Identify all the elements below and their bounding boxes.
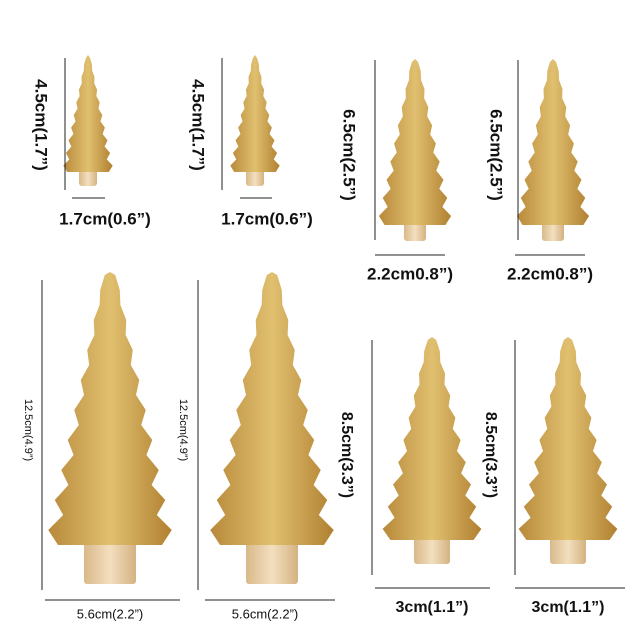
tree-base bbox=[246, 541, 298, 584]
width-label: 2.2cm0.8”) bbox=[367, 264, 453, 283]
tree bbox=[230, 55, 280, 172]
height-label: 8.5cm(3.3”) bbox=[338, 412, 355, 498]
width-label: 3cm(1.1”) bbox=[396, 599, 469, 616]
tree-base bbox=[246, 168, 264, 186]
tree-base bbox=[414, 536, 450, 564]
tree-base bbox=[404, 221, 426, 241]
width-label: 1.7cm(0.6”) bbox=[59, 209, 151, 228]
width-label: 3cm(1.1”) bbox=[532, 599, 605, 616]
height-label: 6.5cm(2.5”) bbox=[340, 109, 359, 201]
tree-base bbox=[550, 536, 586, 564]
height-label: 12.5cm(4.9”) bbox=[177, 399, 189, 461]
tree bbox=[63, 55, 113, 172]
tree bbox=[48, 272, 172, 545]
width-label: 1.7cm(0.6”) bbox=[221, 209, 313, 228]
height-label: 8.5cm(3.3”) bbox=[482, 412, 499, 498]
height-label: 6.5cm(2.5”) bbox=[487, 109, 506, 201]
tree-base bbox=[542, 221, 564, 241]
tree bbox=[518, 337, 618, 540]
width-label: 5.6cm(2.2”) bbox=[77, 606, 143, 621]
tree bbox=[378, 59, 452, 225]
tree bbox=[516, 59, 590, 225]
tree-base bbox=[84, 541, 136, 584]
width-label: 5.6cm(2.2”) bbox=[232, 606, 298, 621]
height-label: 12.5cm(4.9”) bbox=[22, 399, 34, 461]
tree-base bbox=[79, 168, 97, 186]
tree bbox=[210, 272, 334, 545]
height-label: 4.5cm(1.7”) bbox=[32, 79, 51, 171]
width-label: 2.2cm0.8”) bbox=[507, 264, 593, 283]
height-label: 4.5cm(1.7”) bbox=[189, 79, 208, 171]
tree bbox=[382, 337, 482, 540]
